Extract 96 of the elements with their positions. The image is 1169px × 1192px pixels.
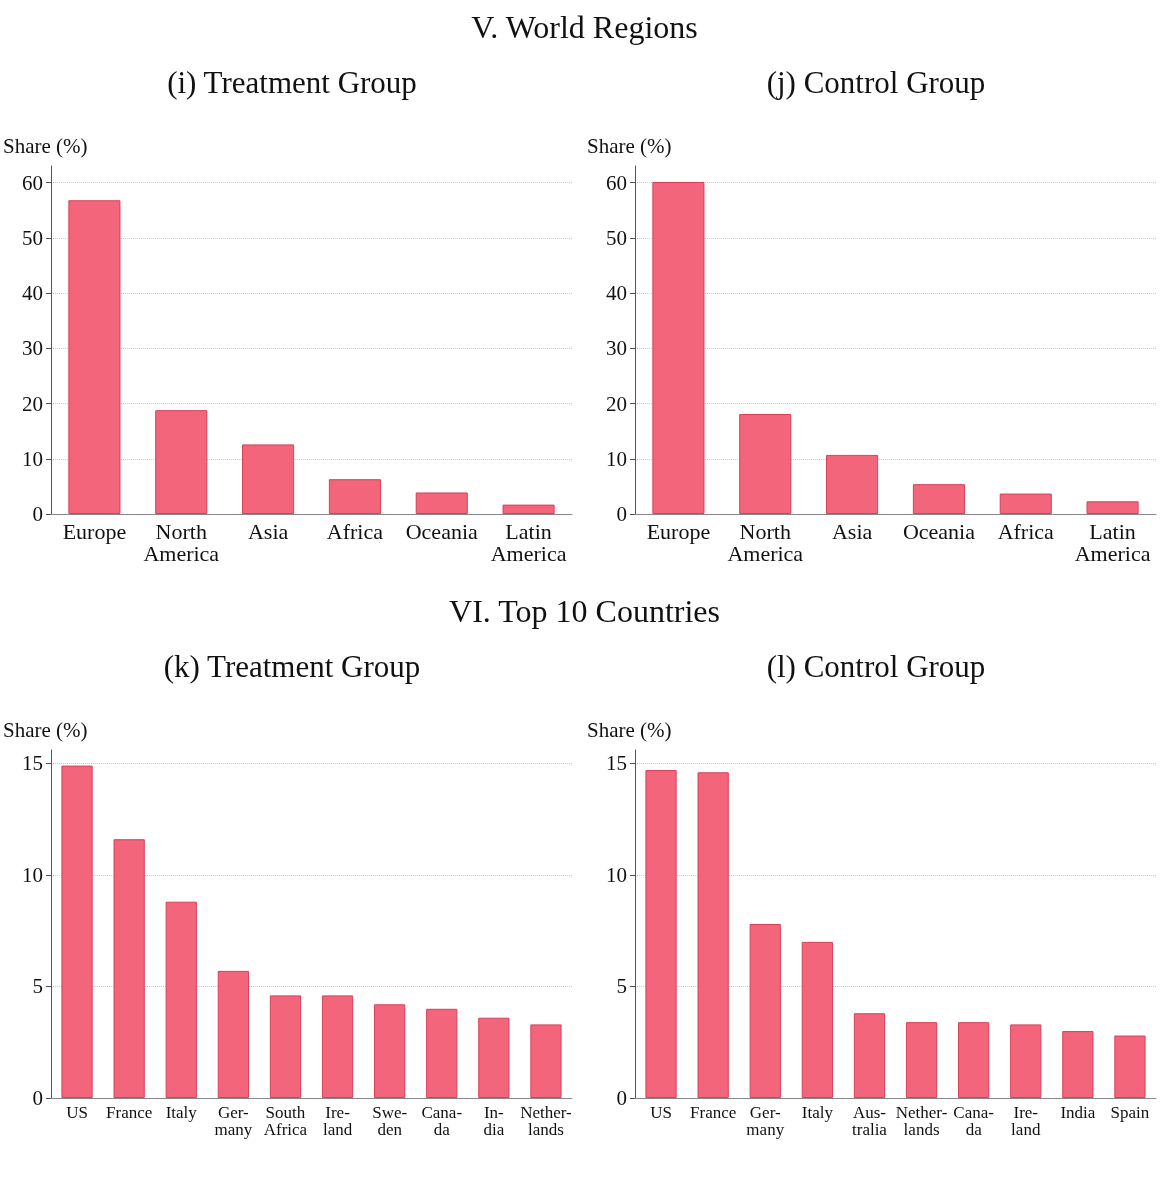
bar bbox=[426, 1008, 458, 1098]
x-tick-label: Oceania bbox=[405, 518, 479, 544]
bar bbox=[68, 200, 121, 514]
bar bbox=[1086, 501, 1139, 514]
bar bbox=[242, 444, 295, 514]
x-tick-label: Ger- many bbox=[746, 1103, 785, 1139]
y-tick-label: 60 bbox=[22, 170, 43, 195]
x-tick-label: US bbox=[650, 1103, 672, 1122]
bar bbox=[530, 1024, 562, 1098]
y-axis-title: Share (%) bbox=[3, 133, 88, 158]
bar bbox=[912, 484, 965, 514]
chart-title: (j) Control Group bbox=[766, 65, 986, 100]
bar bbox=[801, 941, 833, 1098]
y-tick-label: 10 bbox=[22, 862, 43, 887]
bar bbox=[739, 414, 792, 514]
y-tick-label: 5 bbox=[32, 974, 43, 999]
bar bbox=[853, 1013, 886, 1098]
y-tick-label: 15 bbox=[22, 751, 43, 776]
text: V. World Regions bbox=[470, 8, 699, 47]
bar bbox=[217, 970, 249, 1098]
x-tick-label: Ire- land bbox=[1011, 1103, 1041, 1139]
y-tick-label: 0 bbox=[32, 1086, 43, 1110]
x-tick-label: Oceania bbox=[902, 518, 976, 544]
x-tick-label: France bbox=[690, 1103, 737, 1122]
y-tick-label: 50 bbox=[606, 225, 627, 250]
y-tick-label: 50 bbox=[22, 225, 43, 250]
x-tick-label: Asia bbox=[831, 518, 873, 544]
bar bbox=[415, 492, 468, 514]
chart-title: (l) Control Group bbox=[766, 649, 986, 684]
x-tick-label: North America bbox=[727, 518, 804, 566]
x-tick-label: North America bbox=[143, 518, 220, 566]
y-tick-label: 0 bbox=[616, 502, 627, 526]
x-tick-label: Swe- den bbox=[372, 1103, 408, 1139]
y-tick-label: 30 bbox=[22, 336, 43, 361]
y-tick-label: 15 bbox=[606, 751, 627, 776]
x-tick-label: Italy bbox=[801, 1103, 834, 1122]
bar bbox=[697, 772, 729, 1098]
bar bbox=[165, 901, 197, 1098]
bar bbox=[1010, 1024, 1042, 1098]
y-axis-title: Share (%) bbox=[587, 133, 672, 158]
y-tick-label: 10 bbox=[606, 862, 627, 887]
y-axis-title: Share (%) bbox=[587, 717, 672, 742]
y-tick-label: 0 bbox=[616, 1086, 627, 1110]
y-tick-label: 60 bbox=[606, 170, 627, 195]
x-tick-label: Cana- da bbox=[953, 1103, 995, 1139]
bar bbox=[113, 839, 145, 1098]
bar bbox=[749, 924, 781, 1098]
bar bbox=[826, 454, 879, 514]
x-tick-label: Asia bbox=[247, 518, 289, 544]
x-tick-label: Ire- land bbox=[322, 1103, 353, 1139]
bar bbox=[374, 1004, 406, 1098]
x-tick-label: Cana- da bbox=[421, 1103, 463, 1139]
x-tick-label: Africa bbox=[326, 518, 384, 544]
bar bbox=[269, 995, 302, 1098]
bar bbox=[999, 493, 1052, 514]
bar bbox=[478, 1017, 510, 1098]
bar bbox=[328, 479, 381, 514]
x-tick-label: Africa bbox=[997, 518, 1055, 544]
x-tick-label: Italy bbox=[165, 1103, 198, 1122]
y-tick-label: 10 bbox=[22, 446, 43, 471]
x-tick-label: India bbox=[1060, 1103, 1096, 1122]
x-tick-label: Europe bbox=[646, 518, 711, 544]
chart-title: (k) Treatment Group bbox=[163, 649, 421, 684]
x-tick-label: France bbox=[106, 1103, 153, 1122]
bar bbox=[155, 410, 208, 514]
text: VI. Top 10 Countries bbox=[448, 592, 721, 631]
x-tick-label: Europe bbox=[62, 518, 127, 544]
x-tick-label: South Africa bbox=[263, 1103, 308, 1139]
bar bbox=[321, 995, 354, 1098]
y-tick-label: 40 bbox=[606, 281, 627, 306]
y-tick-label: 0 bbox=[32, 502, 43, 526]
x-tick-label: Latin America bbox=[1074, 518, 1151, 566]
x-tick-label: Latin America bbox=[490, 518, 567, 566]
y-tick-label: 30 bbox=[606, 336, 627, 361]
x-tick-label: In- dia bbox=[483, 1103, 505, 1139]
bar bbox=[1114, 1035, 1146, 1098]
x-tick-label: US bbox=[66, 1103, 88, 1122]
y-axis-title: Share (%) bbox=[3, 717, 88, 742]
x-tick-label: Nether- lands bbox=[895, 1103, 948, 1139]
y-tick-label: 5 bbox=[616, 974, 627, 999]
x-tick-label: Spain bbox=[1110, 1103, 1150, 1122]
bar bbox=[61, 765, 93, 1098]
bar bbox=[958, 1022, 990, 1098]
y-tick-label: 20 bbox=[22, 391, 43, 416]
bar bbox=[905, 1022, 938, 1098]
y-tick-label: 20 bbox=[606, 391, 627, 416]
bar bbox=[645, 770, 677, 1098]
x-tick-label: Aus- tralia bbox=[851, 1103, 888, 1139]
x-tick-label: Nether- lands bbox=[520, 1103, 573, 1139]
bar bbox=[652, 182, 705, 514]
y-tick-label: 10 bbox=[606, 446, 627, 471]
x-tick-label: Ger- many bbox=[214, 1103, 253, 1139]
chart-title: (i) Treatment Group bbox=[167, 65, 417, 100]
y-tick-label: 40 bbox=[22, 281, 43, 306]
bar bbox=[502, 504, 555, 514]
bar bbox=[1062, 1031, 1094, 1098]
